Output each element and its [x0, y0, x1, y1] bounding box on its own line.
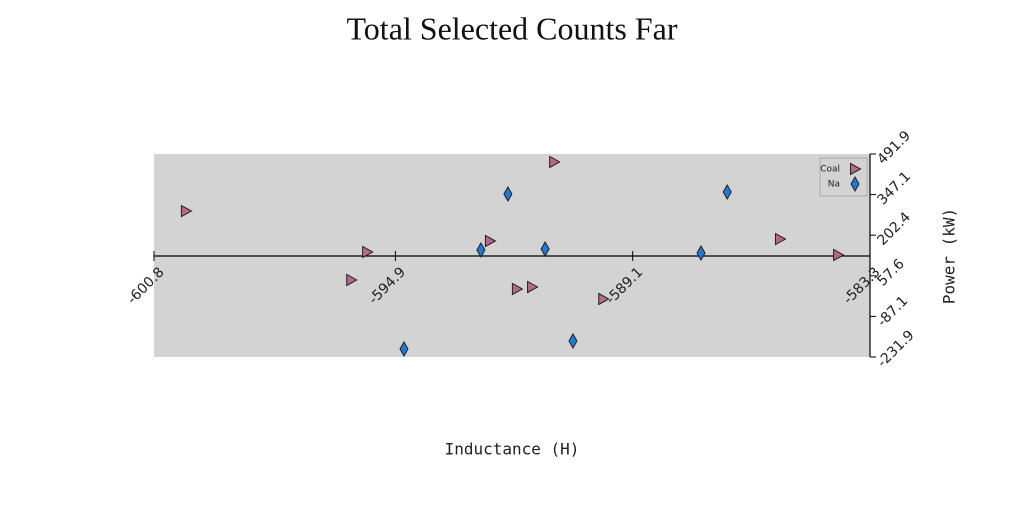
point — [399, 340, 409, 358]
point — [540, 240, 550, 258]
y-tick-label: 491.9 — [874, 128, 914, 168]
y-tick-label: -231.9 — [874, 327, 917, 370]
point — [503, 185, 513, 203]
point — [484, 234, 497, 248]
legend-marker — [850, 162, 862, 176]
chart-title: Total Selected Counts Far — [346, 10, 677, 46]
point — [362, 245, 374, 259]
point — [180, 204, 193, 218]
y-tick-label: 202.4 — [874, 209, 914, 249]
y-tick-label: 57.6 — [874, 256, 907, 289]
point — [549, 155, 561, 169]
point — [598, 292, 610, 306]
point — [774, 232, 787, 246]
point — [527, 280, 539, 294]
point — [346, 273, 358, 287]
legend-box — [819, 157, 868, 197]
y-axis-label: Power (kW) — [940, 208, 959, 304]
point — [476, 241, 486, 259]
legend-marker — [850, 175, 860, 193]
point — [696, 244, 706, 262]
point — [833, 248, 845, 262]
legend-label: Coal — [820, 165, 840, 175]
legend-label: Na — [828, 180, 840, 190]
point — [511, 282, 524, 296]
y-tick-label: -87.1 — [874, 293, 911, 330]
point — [568, 332, 578, 349]
point — [722, 183, 732, 201]
y-tick-label: 347.1 — [874, 169, 914, 209]
x-axis-label: Inductance (H) — [445, 440, 580, 459]
